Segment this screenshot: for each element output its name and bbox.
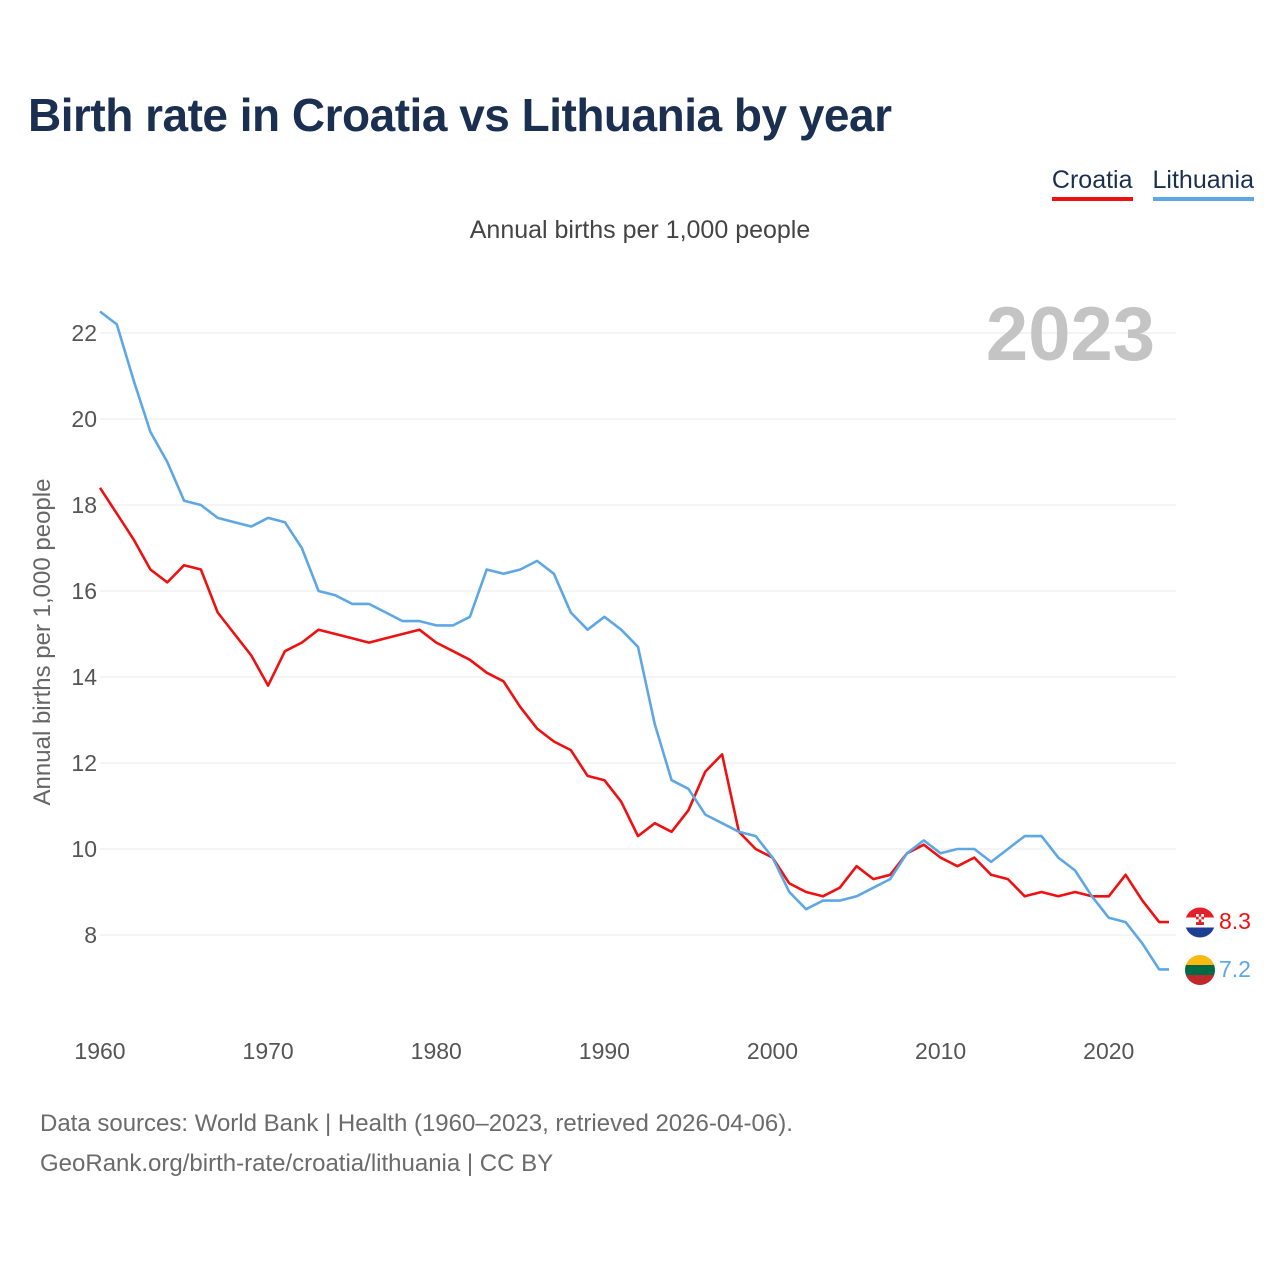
y-axis-ticks: 8 10 12 14 16 18 20 22: [71, 320, 97, 948]
x-tick-label: 1980: [411, 1038, 462, 1064]
grid: [100, 332, 1176, 936]
x-tick-label: 2010: [915, 1038, 966, 1064]
x-tick-label: 1990: [579, 1038, 630, 1064]
y-tick-label: 8: [84, 922, 97, 948]
series-line-lithuania: [99, 310, 1169, 971]
y-tick-label: 22: [71, 320, 97, 346]
x-tick-label: 2020: [1083, 1038, 1134, 1064]
x-tick-label: 1970: [243, 1038, 294, 1064]
y-tick-label: 18: [71, 492, 97, 518]
y-tick-label: 14: [71, 664, 97, 690]
line-chart: 8 10 12 14 16 18 20 22 1960 1970 1980 1990 2000 2010…: [29, 292, 1251, 1064]
y-tick-label: 16: [71, 578, 97, 604]
croatia-flag-icon: [1185, 907, 1215, 938]
year-overlay: 2023: [986, 292, 1155, 377]
series-line-croatia: [98, 487, 1169, 924]
chart-title: Birth rate in Croatia vs Lithuania by ye…: [28, 89, 892, 141]
x-axis-ticks: 1960 1970 1980 1990 2000 2010 2020: [74, 1038, 1134, 1064]
end-label-croatia: 8.3: [1219, 908, 1251, 934]
end-label-lithuania: 7.2: [1219, 956, 1251, 982]
source-note: Data sources: World Bank | Health (1960–…: [40, 1104, 793, 1184]
y-tick-label: 10: [71, 836, 97, 862]
source-line-1: Data sources: World Bank | Health (1960–…: [40, 1110, 793, 1137]
lithuania-flag-icon: [1185, 955, 1215, 985]
x-tick-label: 2000: [747, 1038, 798, 1064]
y-tick-label: 20: [71, 406, 97, 432]
legend-item-croatia[interactable]: Croatia: [1051, 166, 1133, 201]
x-tick-label: 1960: [74, 1038, 125, 1064]
y-tick-label: 12: [71, 750, 97, 776]
y-axis-label: Annual births per 1,000 people: [29, 479, 56, 806]
legend: Croatia Lithuania: [1051, 166, 1254, 201]
source-line-2[interactable]: GeoRank.org/birth-rate/croatia/lithuania…: [40, 1150, 554, 1177]
chart-subtitle: Annual births per 1,000 people: [469, 216, 811, 244]
legend-item-lithuania[interactable]: Lithuania: [1152, 166, 1254, 201]
